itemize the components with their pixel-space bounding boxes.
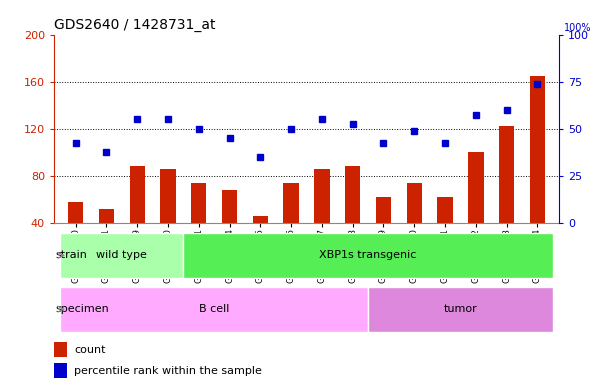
Text: percentile rank within the sample: percentile rank within the sample <box>75 366 262 376</box>
Bar <box>314 169 329 223</box>
Bar <box>183 233 553 278</box>
Bar <box>438 197 453 223</box>
Text: tumor: tumor <box>444 304 477 314</box>
Text: XBP1s transgenic: XBP1s transgenic <box>319 250 416 260</box>
Bar <box>222 190 237 223</box>
Bar <box>376 197 391 223</box>
Text: B cell: B cell <box>199 304 230 314</box>
Text: wild type: wild type <box>96 250 147 260</box>
Bar <box>60 286 368 331</box>
Bar <box>252 216 268 223</box>
Bar <box>406 183 422 223</box>
Bar <box>54 342 67 357</box>
Text: count: count <box>75 345 106 355</box>
Text: 100%: 100% <box>564 23 591 33</box>
Text: strain: strain <box>55 250 87 260</box>
Bar <box>468 152 484 223</box>
Text: specimen: specimen <box>55 304 109 314</box>
Bar <box>54 363 67 378</box>
Bar <box>129 166 145 223</box>
Bar <box>368 286 553 331</box>
Bar <box>60 233 183 278</box>
Bar <box>68 202 84 223</box>
Bar <box>529 76 545 223</box>
Bar <box>191 183 207 223</box>
Text: GDS2640 / 1428731_at: GDS2640 / 1428731_at <box>54 18 216 32</box>
Bar <box>345 166 361 223</box>
Bar <box>284 183 299 223</box>
Bar <box>99 209 114 223</box>
Bar <box>160 169 175 223</box>
Bar <box>499 126 514 223</box>
